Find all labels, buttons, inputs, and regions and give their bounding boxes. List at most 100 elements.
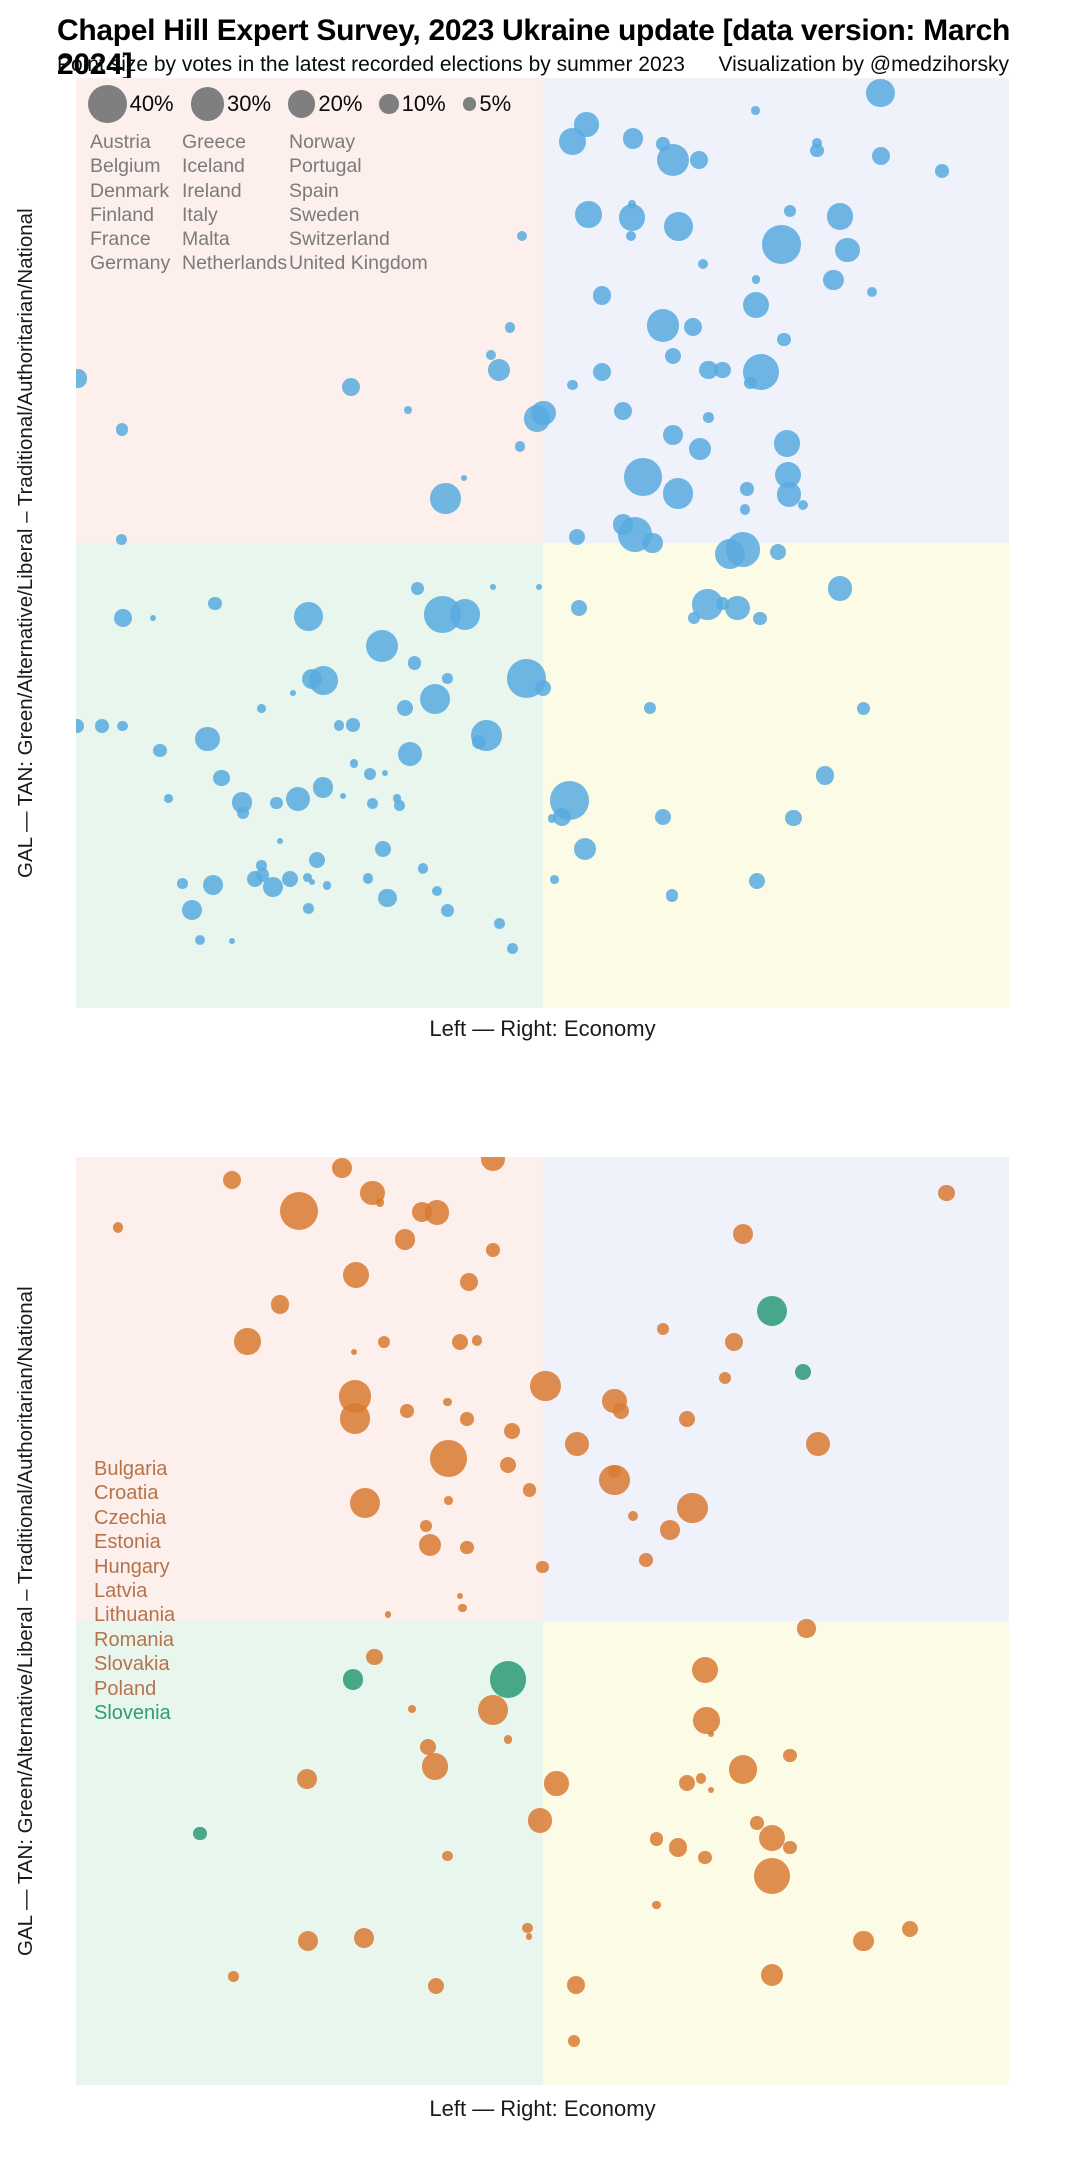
data-point xyxy=(76,719,84,733)
data-point xyxy=(902,1921,919,1938)
x-axis-label-east: Left — Right: Economy xyxy=(429,2096,656,2121)
data-point xyxy=(550,875,559,884)
data-point xyxy=(285,786,311,811)
data-point xyxy=(507,943,518,954)
country-label: Italy xyxy=(182,203,218,226)
country-label: Austria xyxy=(90,131,151,153)
country-label: Romania xyxy=(94,1628,175,1651)
data-point xyxy=(472,735,486,749)
data-point xyxy=(203,875,224,896)
data-point xyxy=(794,1364,811,1381)
data-point xyxy=(687,612,700,625)
data-point xyxy=(574,837,597,860)
data-point xyxy=(228,1971,239,1982)
country-label: Norway xyxy=(289,131,356,153)
quadrant-bottom-right xyxy=(542,543,1009,1008)
data-point xyxy=(403,405,413,415)
data-point xyxy=(732,1223,754,1245)
data-point xyxy=(303,873,312,883)
data-point xyxy=(695,1773,707,1785)
data-point xyxy=(679,1775,696,1792)
data-point xyxy=(753,1857,791,1895)
data-point xyxy=(646,309,679,342)
data-point xyxy=(866,286,878,298)
data-point xyxy=(522,1922,533,1934)
data-point xyxy=(442,1850,453,1862)
x-axis-label-west: Left — Right: Economy xyxy=(429,1016,656,1041)
data-point xyxy=(308,879,316,886)
data-point xyxy=(544,1771,569,1796)
size-legend-item: 40% xyxy=(88,84,174,124)
data-point xyxy=(494,918,505,929)
data-point xyxy=(574,201,602,228)
data-point xyxy=(593,362,612,382)
data-point xyxy=(613,401,632,421)
data-point xyxy=(208,596,222,611)
data-point xyxy=(649,1832,664,1846)
data-point xyxy=(751,275,761,285)
data-point xyxy=(935,164,949,178)
data-point xyxy=(247,870,264,887)
country-label: Spain xyxy=(289,179,339,202)
data-point xyxy=(457,1592,464,1599)
data-point xyxy=(339,792,346,799)
data-point xyxy=(797,1619,816,1638)
data-point xyxy=(452,1333,469,1350)
data-point xyxy=(257,704,266,713)
data-point xyxy=(298,1931,319,1952)
data-point xyxy=(666,889,679,902)
data-point xyxy=(489,1661,527,1698)
data-point xyxy=(487,359,510,381)
country-label: Portugal xyxy=(289,155,362,178)
data-point xyxy=(354,1928,375,1949)
data-point xyxy=(642,532,663,554)
size-legend-label: 30% xyxy=(227,91,272,116)
data-point xyxy=(342,1669,364,1690)
data-point xyxy=(679,1410,696,1427)
size-legend-label: 40% xyxy=(129,90,174,116)
data-point xyxy=(486,1242,500,1257)
data-point xyxy=(228,937,235,945)
data-point xyxy=(392,794,402,804)
data-point xyxy=(703,412,714,423)
data-point xyxy=(531,400,556,425)
data-point xyxy=(535,680,552,697)
data-point xyxy=(378,889,397,908)
data-point xyxy=(116,533,127,545)
data-point xyxy=(643,701,656,714)
data-point xyxy=(421,1753,449,1780)
data-point xyxy=(826,203,854,230)
country-label: Netherlands xyxy=(182,252,288,275)
data-point xyxy=(725,532,761,567)
country-column: Greece Iceland Ireland Italy Malta Netherland… xyxy=(182,130,289,276)
data-point xyxy=(652,1900,661,1910)
size-legend-item: 10% xyxy=(379,91,446,117)
country-label: Sweden xyxy=(289,203,360,226)
data-point xyxy=(460,1540,474,1555)
data-point xyxy=(461,474,468,481)
data-point xyxy=(375,1198,385,1207)
quadrant-bottom-left xyxy=(76,1621,543,2085)
data-point xyxy=(749,872,766,889)
country-label: Lithuania xyxy=(94,1604,176,1627)
data-point xyxy=(559,127,586,155)
data-point xyxy=(349,1487,381,1519)
data-point xyxy=(294,602,323,631)
data-point xyxy=(410,581,425,596)
data-point xyxy=(660,1519,681,1541)
data-point xyxy=(194,934,206,946)
data-point xyxy=(690,150,709,169)
data-point xyxy=(113,609,132,628)
data-point xyxy=(366,1649,383,1666)
data-point xyxy=(783,204,796,218)
country-legend-west: Austria Belgium Denmark Finland France German… xyxy=(90,130,459,276)
data-point xyxy=(516,230,528,242)
data-point xyxy=(872,146,891,166)
data-point xyxy=(419,683,451,715)
chart-subtitle: Point size by votes in the latest record… xyxy=(57,53,685,76)
data-point xyxy=(612,1403,629,1420)
data-point xyxy=(547,813,557,823)
data-point xyxy=(429,1440,467,1477)
data-point xyxy=(664,212,694,242)
credit-text: Visualization by @medzihorsky xyxy=(718,53,1009,76)
